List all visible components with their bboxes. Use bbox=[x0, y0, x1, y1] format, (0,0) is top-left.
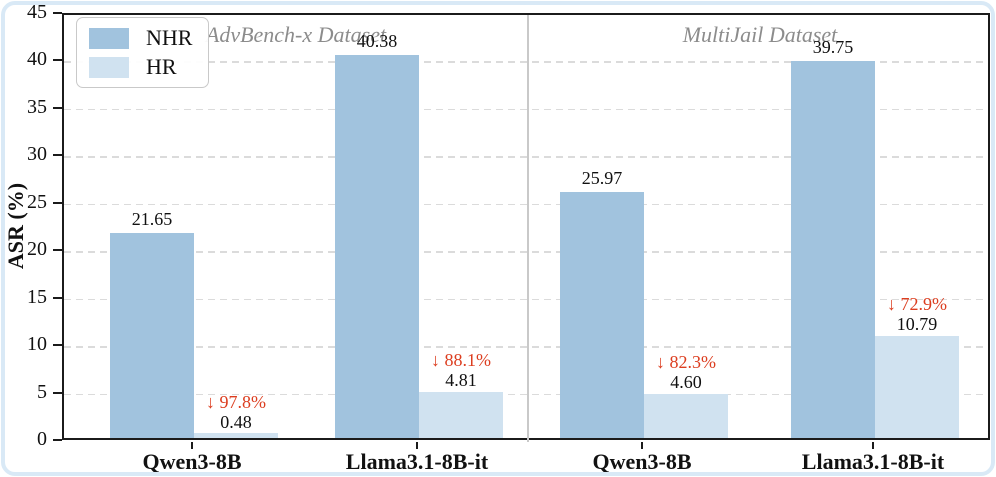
y-tick-label: 0 bbox=[37, 428, 47, 450]
y-tick-mark bbox=[53, 439, 62, 441]
bar-value-label-hr: 10.79 bbox=[896, 313, 938, 334]
legend-item-nhr: NHR bbox=[89, 27, 192, 49]
y-tick-label: 20 bbox=[27, 238, 47, 261]
legend-item-hr: HR bbox=[89, 56, 192, 78]
category-label: Qwen3-8B bbox=[592, 449, 692, 474]
reduction-label: ↓ 72.9% bbox=[887, 293, 947, 314]
panel-title: AdvBench-x Dataset bbox=[205, 22, 387, 47]
grid-line bbox=[64, 61, 988, 64]
y-tick-label: 10 bbox=[27, 333, 47, 356]
y-tick-label: 5 bbox=[37, 380, 47, 403]
legend-swatch-nhr-icon bbox=[89, 27, 129, 49]
x-tick-mark bbox=[416, 442, 418, 449]
bar-value-label-nhr: 39.75 bbox=[812, 36, 854, 57]
bar-nhr bbox=[560, 191, 644, 438]
y-tick-mark bbox=[53, 296, 62, 299]
y-tick-mark bbox=[53, 12, 62, 14]
bar-nhr bbox=[791, 60, 875, 438]
bar-hr bbox=[194, 433, 278, 438]
legend-label-nhr: NHR bbox=[146, 25, 193, 50]
y-tick-mark bbox=[53, 59, 62, 62]
y-tick-mark bbox=[53, 154, 62, 157]
legend: NHR HR bbox=[76, 17, 210, 88]
category-label: Llama3.1-8B-it bbox=[345, 449, 489, 474]
reduction-label: ↓ 97.8% bbox=[206, 391, 266, 412]
bar-nhr bbox=[335, 54, 419, 438]
grid-line bbox=[64, 251, 988, 253]
plot-area: AdvBench-x Dataset 21.65 0.48 ↓ 97.8% 40.38 4… bbox=[62, 13, 990, 442]
y-tick-mark bbox=[53, 344, 62, 347]
bar-value-label-hr: 4.81 bbox=[445, 370, 477, 391]
grid-line bbox=[64, 393, 988, 396]
y-tick-mark bbox=[53, 106, 62, 109]
x-tick-mark bbox=[641, 442, 643, 449]
y-tick-mark bbox=[53, 391, 62, 394]
bar-hr bbox=[875, 335, 959, 438]
legend-swatch-hr-icon bbox=[89, 56, 129, 78]
y-tick-mark bbox=[53, 201, 62, 204]
y-tick-label: 40 bbox=[27, 48, 47, 71]
grid-line bbox=[64, 298, 988, 301]
grid-line bbox=[64, 108, 988, 111]
y-tick-mark bbox=[53, 249, 62, 252]
bar-hr bbox=[419, 392, 503, 438]
bar-value-label-hr: 4.60 bbox=[670, 372, 702, 393]
bar-nhr bbox=[110, 232, 194, 438]
category-label: Llama3.1-8B-it bbox=[801, 449, 945, 474]
y-tick-label: 30 bbox=[27, 143, 47, 166]
y-tick-label: 45 bbox=[27, 1, 47, 23]
bar-value-label-nhr: 25.97 bbox=[581, 167, 623, 188]
y-tick-label: 25 bbox=[27, 190, 47, 213]
grid-line bbox=[64, 156, 988, 158]
bar-value-label-nhr: 40.38 bbox=[356, 30, 398, 51]
bar-value-label-hr: 0.48 bbox=[220, 411, 252, 432]
reduction-label: ↓ 82.3% bbox=[656, 352, 716, 373]
bar-value-label-nhr: 21.65 bbox=[131, 208, 173, 229]
legend-label-hr: HR bbox=[146, 54, 177, 79]
panel-divider bbox=[527, 15, 529, 442]
grid-line bbox=[64, 346, 988, 348]
x-tick-mark bbox=[872, 442, 874, 449]
bar-hr bbox=[644, 394, 728, 438]
y-tick-label: 35 bbox=[27, 95, 47, 118]
grid-line bbox=[64, 203, 988, 206]
x-tick-mark bbox=[191, 442, 193, 449]
category-label: Qwen3-8B bbox=[142, 449, 242, 474]
reduction-label: ↓ 88.1% bbox=[431, 350, 491, 371]
y-tick-label: 15 bbox=[27, 285, 47, 308]
panel-title: MultiJail Dataset bbox=[682, 22, 838, 47]
